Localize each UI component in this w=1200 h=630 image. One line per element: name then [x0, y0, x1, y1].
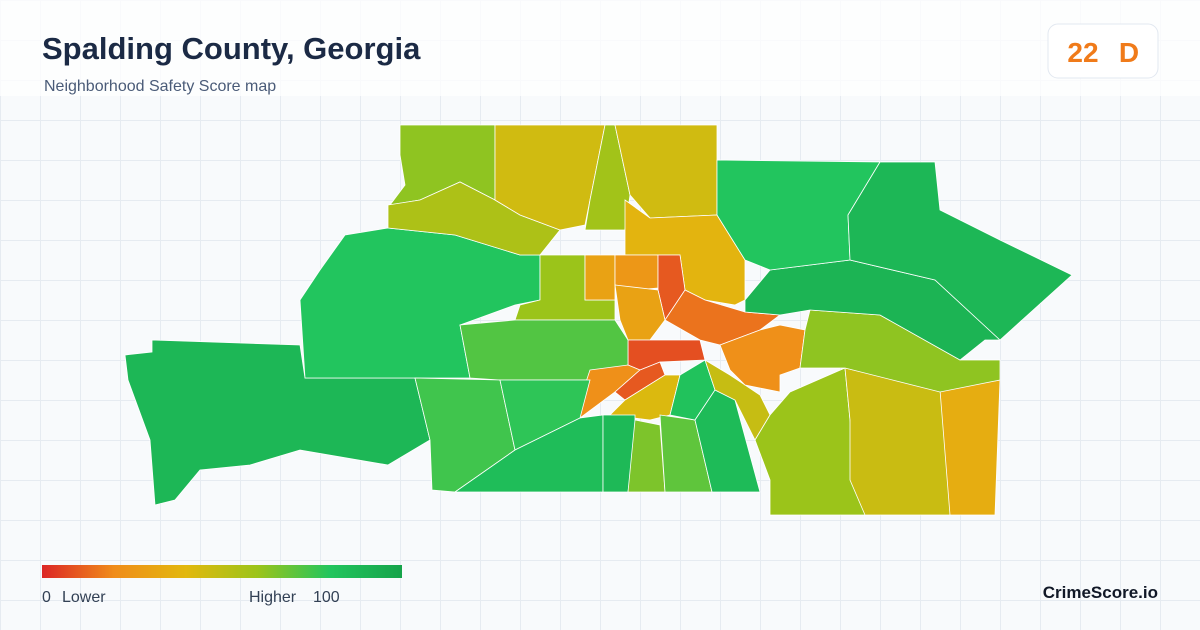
legend-max: 100	[313, 589, 340, 606]
region	[627, 419, 666, 493]
map-regions	[124, 124, 1073, 516]
score-value: 22	[1067, 37, 1098, 68]
legend-low-label: Lower	[62, 589, 106, 606]
header-band	[0, 0, 1200, 96]
region	[847, 161, 1073, 341]
brand: CrimeScore.io	[1043, 583, 1158, 602]
subtitle: Neighborhood Safety Score map	[44, 78, 276, 95]
title: Spalding County, Georgia	[42, 31, 421, 66]
score-badge	[1047, 23, 1159, 79]
legend-min: 0	[42, 589, 51, 606]
legend-bar	[42, 565, 402, 578]
score-grade: D	[1119, 37, 1139, 68]
region	[584, 254, 616, 301]
region	[939, 379, 1001, 516]
region	[627, 339, 706, 371]
legend-high-label: Higher	[249, 589, 297, 606]
region	[719, 324, 806, 393]
region	[614, 254, 659, 291]
